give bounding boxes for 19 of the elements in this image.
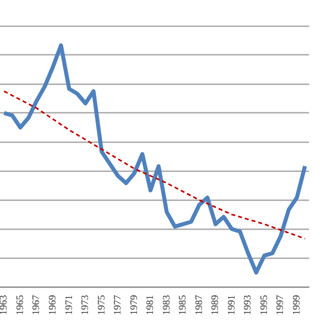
x-tick-label: 1979: [128, 295, 140, 315]
x-tick-label: 1981: [145, 295, 156, 315]
x-tick-label: 1983: [161, 295, 172, 315]
x-tick-label: 1999: [291, 295, 302, 315]
x-tick-label: 1963: [0, 295, 10, 315]
x-tick-label: 1965: [14, 295, 26, 315]
x-tick-label: 1973: [80, 295, 92, 315]
x-tick-label: 1995: [258, 295, 270, 315]
x-tick-label: 1985: [178, 295, 189, 315]
x-tick-label: 1989: [210, 295, 222, 315]
x-tick-label: 1967: [31, 295, 42, 315]
x-tick-label: 1971: [64, 295, 75, 315]
x-tick-label: 1977: [112, 295, 124, 315]
x-tick-label: 1991: [226, 295, 238, 315]
x-tick-label: 1975: [96, 295, 108, 315]
x-tick-label: 1997: [275, 295, 286, 315]
x-tick-label: 1987: [194, 295, 205, 315]
x-tick-label: 1993: [242, 295, 254, 315]
x-tick-label: 1969: [47, 295, 58, 315]
